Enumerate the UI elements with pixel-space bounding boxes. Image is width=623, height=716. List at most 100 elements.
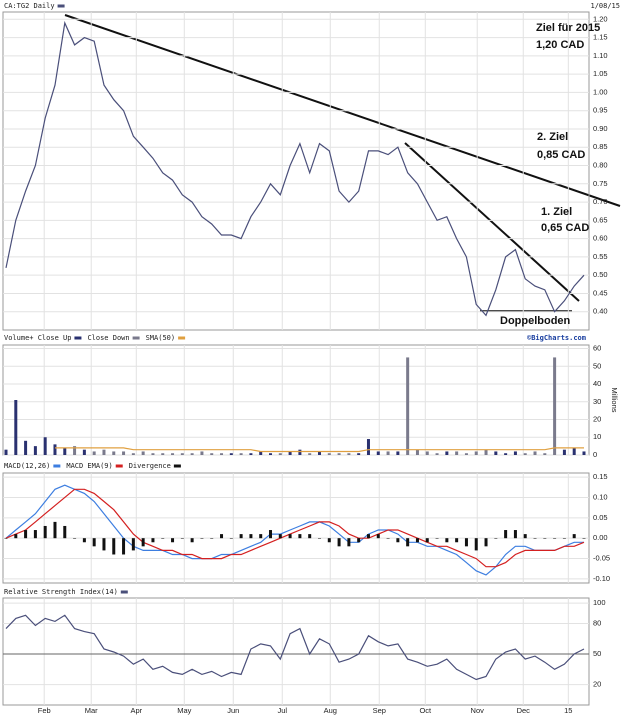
line [5,614,585,681]
y-tick-label: 1.15 [593,33,608,42]
legend-label: Volume+ Close Up [4,334,71,342]
bar [112,451,116,455]
bar [513,451,517,455]
y-tick-label: 0.65 [593,215,608,224]
y-tick-label: 0.10 [593,492,608,501]
x-tick-label: Mar [85,706,98,715]
x-tick-label: Apr [130,706,142,715]
y-tick-label: 0.45 [593,288,608,297]
bar [386,451,390,455]
y-tick-label: 0.75 [593,179,608,188]
bar [386,538,390,539]
y-tick-label: 0.55 [593,252,608,261]
line [55,447,584,453]
bar [4,538,8,539]
bar [504,453,508,455]
legend-swatch [132,336,140,340]
bar [357,453,361,455]
bar [210,453,214,455]
bar [73,538,77,539]
bar [523,534,527,539]
bar [513,530,517,539]
bar [455,538,459,543]
annotation: 1,20 CAD [536,39,584,51]
bar [464,453,468,455]
bar [43,437,47,455]
bar [474,538,478,551]
bar [445,451,449,455]
bar [435,453,439,455]
legend-label: CA:TG2 Daily [4,2,55,10]
bar [484,538,488,547]
bar [190,453,194,455]
bar [288,534,292,539]
bar [102,449,106,455]
bar [53,521,57,539]
y-tick-label: 60 [593,344,601,353]
bar [396,538,400,543]
y-tick-label: 0.00 [593,533,608,542]
bar [33,446,37,455]
y-tick-label: 0.15 [593,472,608,481]
legend-swatch [120,590,128,594]
y-tick-label: 40 [593,379,601,388]
bar [239,534,243,539]
bar [562,538,566,539]
bar [220,534,224,539]
line [5,484,584,576]
bar [484,449,488,455]
y-tick-label: 0 [593,450,597,459]
line [5,488,585,568]
bar [582,451,586,455]
bar [494,451,498,455]
legend-label: Divergence [129,462,171,470]
annotation: 2. Ziel [537,131,568,143]
bar [582,538,586,539]
bar [553,538,557,539]
legend-label: MACD(12,26) [4,462,50,470]
panel-frame [2,11,590,331]
bar [406,538,410,547]
y-tick-label: 1.10 [593,51,608,60]
bar [249,534,253,539]
bar [259,451,263,455]
bar [24,440,28,455]
bar [278,453,282,455]
line [5,20,585,317]
x-tick-label: Jun [227,706,239,715]
y-tick-label: 0.50 [593,270,608,279]
y-tick-label: -0.10 [593,574,610,583]
x-tick-label: Dec [517,706,531,715]
bar [43,525,47,539]
y-tick-label: 0.60 [593,234,608,243]
bar [445,538,449,543]
bar [425,451,429,455]
y-tick-label: 20 [593,415,601,424]
annotation: 1. Ziel [541,206,572,218]
bar [122,538,126,555]
bar [298,449,302,455]
bar [14,534,18,539]
legend-swatch [173,464,181,468]
y-tick-label: 20 [593,680,601,689]
bar [347,453,351,455]
bar [151,538,155,543]
x-tick-label: Nov [471,706,485,715]
panel-frame [2,472,590,584]
annotation: 0,85 CAD [537,149,585,161]
bar [180,453,184,455]
legend-swatch [53,464,61,468]
y-tick-label: 50 [593,361,601,370]
bar [269,530,273,539]
legend-swatch [115,464,123,468]
bar [435,538,439,539]
bar [239,453,243,455]
bar [533,451,537,455]
bar [171,538,175,543]
x-tick-label: Aug [324,706,337,715]
bar [141,538,145,547]
bar [523,453,527,455]
bar [92,451,96,455]
bar [572,534,576,539]
